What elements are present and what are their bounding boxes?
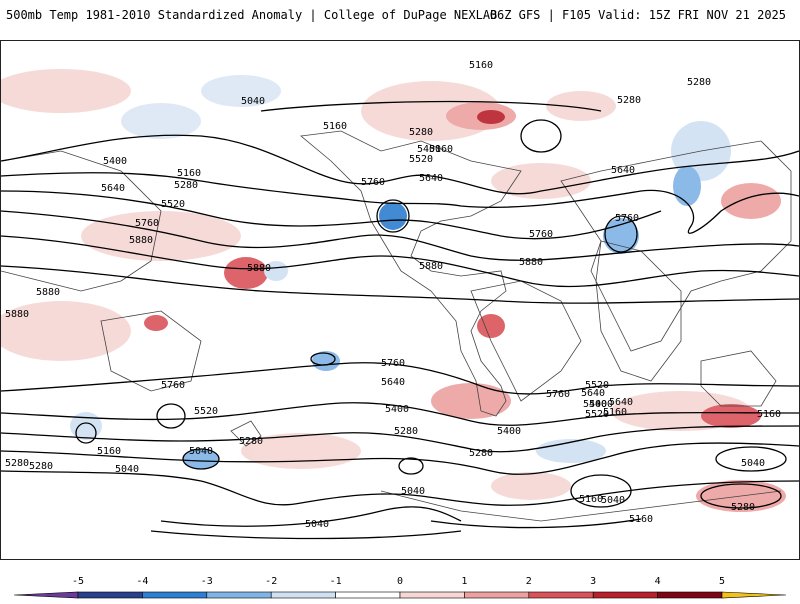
colorbar-tick-label: -2 <box>265 576 277 587</box>
contour-label: 5280 <box>239 436 263 447</box>
contour-label: 5280 <box>409 127 433 138</box>
colorbar-tick-label: 2 <box>526 576 532 587</box>
contour-label: 5040 <box>741 458 765 469</box>
colorbar-bin <box>270 591 336 599</box>
model-run-info: 06Z GFS | F105 Valid: 15Z FRI NOV 21 202… <box>489 8 786 22</box>
contour-label: 5880 <box>36 287 60 298</box>
contour-label: 5880 <box>519 257 543 268</box>
colorbar-bin <box>464 591 530 599</box>
contour-label: 5280 <box>469 448 493 459</box>
contour-label: 5160 <box>429 144 453 155</box>
contour-label: 5040 <box>305 519 329 530</box>
contour-label: 5520 <box>409 154 433 165</box>
contour-label: 5160 <box>579 494 603 505</box>
contour-label: 5880 <box>419 261 443 272</box>
colorbar-tick-label: -1 <box>330 576 342 587</box>
colorbar-tick-label: 5 <box>719 576 725 587</box>
contour-label: 5280 <box>174 180 198 191</box>
contour-label: 5520 <box>585 380 609 391</box>
colorbar-bin <box>335 591 401 599</box>
contour-label: 5160 <box>97 446 121 457</box>
colorbar-bin <box>657 591 723 599</box>
anomaly-shading <box>1 69 786 512</box>
map-title: 500mb Temp 1981-2010 Standardized Anomal… <box>6 8 498 22</box>
contour-label: 5880 <box>129 235 153 246</box>
contour-label: 5640 <box>101 183 125 194</box>
colorbar-bin <box>206 591 272 599</box>
colorbar-tick-label: -3 <box>201 576 213 587</box>
contour-label: 5400 <box>103 156 127 167</box>
contour-label: 5040 <box>241 96 265 107</box>
height-contours <box>1 100 799 540</box>
coastlines <box>1 130 792 522</box>
contour-labels: 5160504051605280516052805280540055205640… <box>5 60 781 530</box>
colorbar-bin <box>142 591 208 599</box>
contour-label: 5640 <box>381 377 405 388</box>
contour-label: 5880 <box>247 263 271 274</box>
contour-label: 5880 <box>5 309 29 320</box>
contour-label: 5640 <box>609 397 633 408</box>
contour-label: 5160 <box>469 60 493 71</box>
contour-label: 5280 <box>5 458 29 469</box>
colorbar-svg: -5 -4 -3 -2 -1 0 1 2 3 4 5 <box>13 576 787 599</box>
colorbar-bin <box>592 591 658 599</box>
header: 500mb Temp 1981-2010 Standardized Anomal… <box>0 0 800 34</box>
anomaly-map[interactable]: 5160 5040 5160 5280 5160 5280 5280 5400 5520 5640… <box>0 40 800 560</box>
map-canvas: 5160504051605280516052805280540055205640… <box>1 60 799 540</box>
contour-label: 5280 <box>731 502 755 513</box>
contour-label: 5760 <box>135 218 159 229</box>
contour-label: 5760 <box>361 177 385 188</box>
contour-label: 5160 <box>629 514 653 525</box>
contour-label: 5160 <box>177 168 201 179</box>
contour-label: 5520 <box>585 409 609 420</box>
contour-label: 5040 <box>401 486 425 497</box>
colorbar-tick-label: 4 <box>655 576 661 587</box>
colorbar-tick-label: 1 <box>461 576 467 587</box>
contour-label: 5640 <box>419 173 443 184</box>
contour-label: 5040 <box>189 446 213 457</box>
contour-label: 5760 <box>529 229 553 240</box>
colorbar-tick-label: -5 <box>72 576 84 587</box>
contour-label: 5040 <box>115 464 139 475</box>
contour-label: 5760 <box>615 213 639 224</box>
colorbar-tick-label: 0 <box>397 576 403 587</box>
contour-label: 5760 <box>381 358 405 369</box>
colorbar-bin <box>528 591 594 599</box>
colorbar-tick-label: 3 <box>590 576 596 587</box>
contour-label: 5760 <box>161 380 185 391</box>
contour-label: 5280 <box>687 77 711 88</box>
colorbar-arrow-high <box>721 591 787 599</box>
contour-label: 5280 <box>617 95 641 106</box>
colorbar-tick-label: -4 <box>136 576 148 587</box>
colorbar-legend: -5 -4 -3 -2 -1 0 1 2 3 4 5 <box>0 568 800 600</box>
contour-label: 5280 <box>29 461 53 472</box>
contour-label: 5400 <box>385 404 409 415</box>
contour-label: 5520 <box>194 406 218 417</box>
contour-label: 5760 <box>546 389 570 400</box>
contour-label: 5520 <box>161 199 185 210</box>
contour-label: 5400 <box>583 399 607 410</box>
contour-label: 5400 <box>497 426 521 437</box>
colorbar-bin <box>399 591 465 599</box>
contour-label: 5160 <box>603 407 627 418</box>
contour-label: 5400 <box>417 144 441 155</box>
colorbar-arrow-low <box>13 591 79 599</box>
contour-label: 5040 <box>601 495 625 506</box>
contour-label: 5640 <box>611 165 635 176</box>
contour-label: 5160 <box>323 121 347 132</box>
contour-label: 5640 <box>581 388 605 399</box>
contour-label: 5280 <box>394 426 418 437</box>
contour-label: 5400 <box>589 399 613 410</box>
contour-label: 5160 <box>757 409 781 420</box>
colorbar-bin <box>77 591 143 599</box>
